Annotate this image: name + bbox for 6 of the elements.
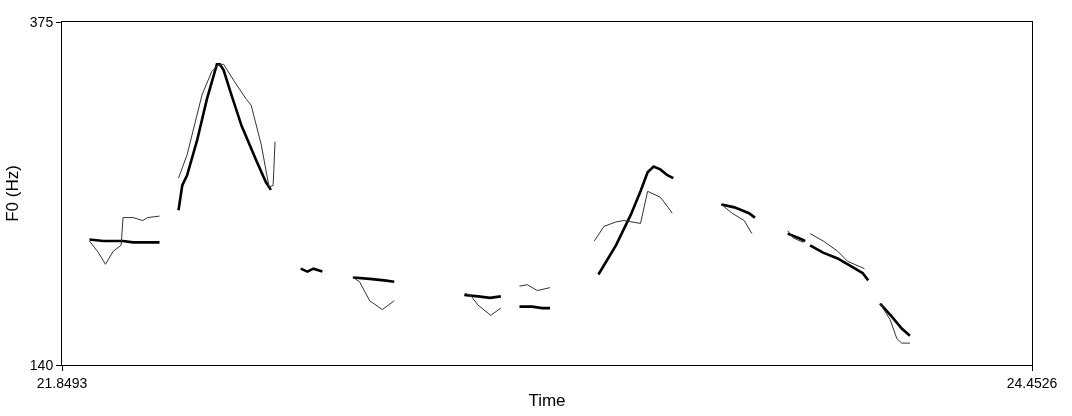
x-axis-title: Time [528,391,566,411]
x-tick-label: 21.8493 [36,374,88,391]
y-axis-title: F0 (Hz) [3,165,23,222]
y-tick-label: 140 [29,356,54,373]
x-tick-label: 24.4526 [1006,374,1058,391]
y-tick-label: 375 [29,13,54,30]
